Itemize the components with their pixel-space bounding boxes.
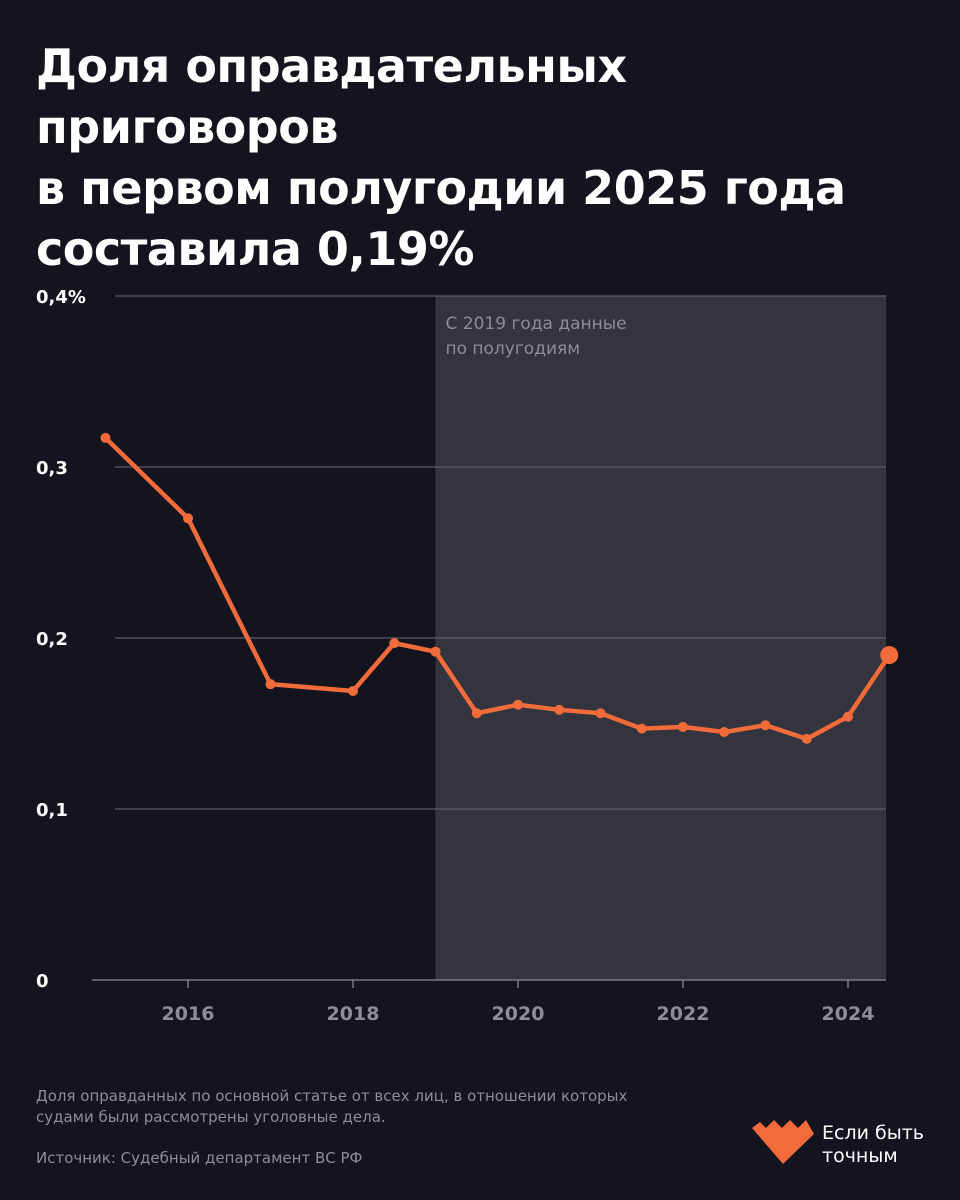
data-point <box>636 723 647 734</box>
chart-footnote: Доля оправданных по основной статье от в… <box>36 1086 716 1128</box>
data-point <box>389 638 400 649</box>
footnote-line: Доля оправданных по основной статье от в… <box>36 1087 628 1105</box>
data-point <box>678 721 688 732</box>
line-chart: С 2019 года данные по полугодиям 0 0,1 0,2 0,… <box>36 287 899 1025</box>
data-point <box>554 704 565 715</box>
data-point <box>471 708 482 719</box>
data-point <box>760 720 771 731</box>
title-line: Доля оправдательных приговоров <box>36 39 627 154</box>
y-tick-label: 0,4% <box>36 287 86 308</box>
shaded-region-label: по полугодиям <box>446 339 581 359</box>
y-tick-label: 0,3 <box>36 458 68 479</box>
data-point <box>513 699 523 710</box>
data-point <box>595 708 606 719</box>
x-tick-label: 2018 <box>327 1003 380 1025</box>
data-point <box>719 727 730 738</box>
logo-line: точным <box>822 1145 898 1167</box>
x-tick-label: 2016 <box>162 1003 215 1025</box>
logo-icon <box>752 1120 814 1164</box>
shaded-region-label: С 2019 года данные <box>446 314 627 334</box>
data-point <box>265 679 276 690</box>
source-text: Источник: Судебный департамент ВС РФ <box>36 1149 363 1167</box>
data-point <box>183 513 193 524</box>
data-point <box>348 686 358 697</box>
y-tick-label: 0,2 <box>36 629 68 650</box>
data-point <box>100 432 111 443</box>
data-point <box>430 646 441 657</box>
y-tick-label: 0,1 <box>36 800 68 821</box>
footnote-line: судами были рассмотрены уголовные дела. <box>36 1108 386 1126</box>
data-point <box>801 733 812 744</box>
data-point <box>843 711 853 722</box>
y-tick-label: 0 <box>36 971 49 992</box>
logo-line: Если быть <box>822 1122 924 1144</box>
x-tick-label: 2020 <box>492 1003 545 1025</box>
logo-text: Если быть точным <box>822 1122 924 1168</box>
title-line: составила 0,19% <box>36 222 475 276</box>
x-tick-label: 2024 <box>822 1003 875 1025</box>
x-tick-label: 2022 <box>657 1003 710 1025</box>
latest-data-point <box>880 646 899 665</box>
chart-title: Доля оправдательных приговоров в первом … <box>36 36 936 280</box>
title-line: в первом полугодии 2025 года <box>36 161 846 215</box>
